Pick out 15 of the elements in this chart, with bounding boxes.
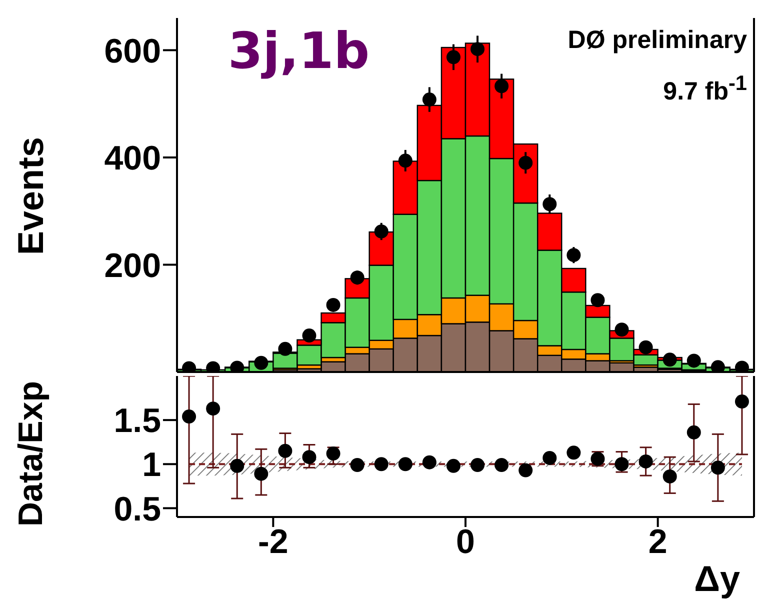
y-tick-label: 600 (104, 32, 161, 70)
x-tick-label: 0 (456, 523, 475, 562)
x-axis-title: Δy (694, 558, 740, 599)
x-tick-label: 2 (648, 523, 668, 562)
x-tick-label: -2 (258, 523, 288, 562)
y-tick-label: 1 (142, 446, 161, 484)
y-tick-label: 1.5 (114, 402, 161, 440)
y-tick-label: 400 (104, 140, 161, 178)
annotation: 3j,1b (228, 22, 370, 80)
y-tick-label: 0.5 (114, 490, 161, 528)
y-axis-title: Events (10, 136, 51, 255)
y-tick-label: 200 (104, 246, 161, 285)
y-axis-title: Data/Exp (12, 381, 50, 526)
annotation: 9.7 fb$^{-1}$ (663, 72, 747, 106)
annotation: DØ preliminary (568, 26, 747, 55)
